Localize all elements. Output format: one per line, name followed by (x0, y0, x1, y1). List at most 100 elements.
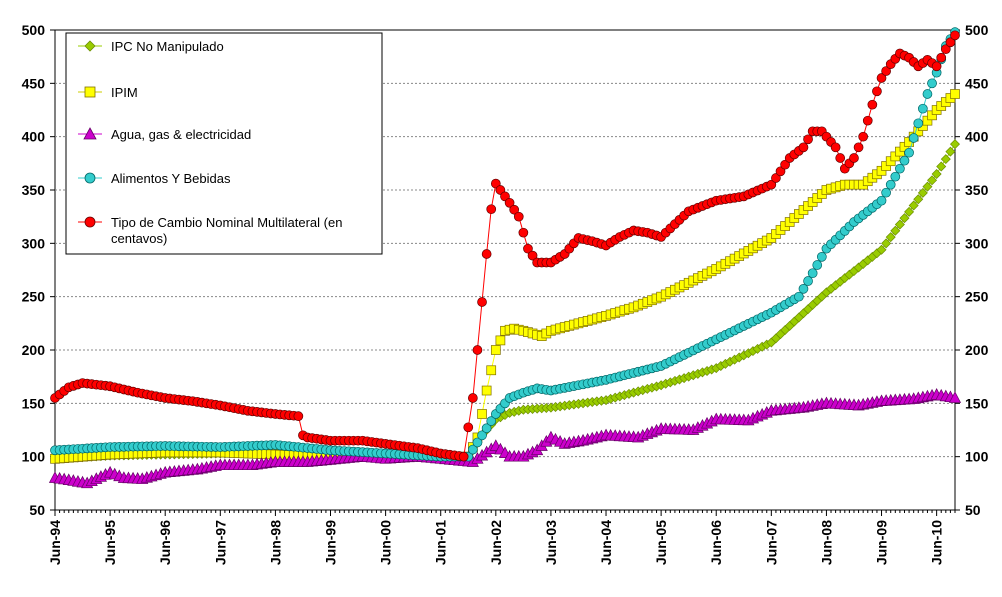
y-tick-label-right: 50 (965, 502, 981, 518)
data-point (950, 30, 960, 41)
y-tick-label: 100 (22, 449, 46, 465)
data-point (945, 146, 956, 157)
data-point (885, 232, 896, 243)
y-tick-label: 500 (22, 22, 46, 38)
data-point (523, 243, 533, 254)
data-point (495, 335, 506, 346)
y-tick-label-right: 200 (965, 342, 989, 358)
data-point (481, 249, 492, 259)
data-point (468, 444, 478, 455)
x-tick-label: Jun-01 (433, 520, 449, 565)
data-point (830, 142, 841, 153)
data-point (927, 78, 937, 89)
data-point (293, 411, 304, 421)
y-tick-label: 250 (22, 289, 46, 305)
y-tick-label: 50 (29, 502, 45, 518)
data-point (509, 204, 520, 215)
data-point (913, 194, 924, 205)
x-tick-label: Jun-08 (818, 520, 834, 565)
data-point (816, 251, 827, 262)
legend-entry-1: IPIM (111, 85, 138, 100)
y-tick-label: 150 (22, 395, 46, 411)
data-point (890, 225, 901, 236)
x-tick-label: Jun-03 (543, 520, 559, 565)
y-tick-label: 300 (22, 235, 46, 251)
legend-entry-2: Agua, gas & electricidad (111, 127, 251, 142)
data-point (472, 345, 483, 355)
data-point (881, 66, 891, 76)
data-point (490, 345, 501, 355)
data-point (858, 131, 869, 142)
data-point (803, 276, 813, 286)
data-point (908, 133, 919, 143)
data-point (917, 187, 928, 198)
data-point (881, 187, 891, 198)
data-point (945, 37, 956, 48)
data-point (885, 179, 896, 190)
x-tick-label: Jun-94 (47, 520, 63, 565)
data-point (904, 147, 914, 158)
y-axis-left: 50 100 150 200 250 300 350 400 450 500 (22, 22, 55, 518)
x-tick-label: Jun-05 (653, 520, 669, 565)
data-point (458, 451, 469, 462)
x-tick-label: Jun-02 (488, 520, 504, 565)
data-point (931, 169, 942, 179)
x-tick-label: Jun-95 (102, 520, 118, 565)
data-point (481, 385, 492, 396)
data-point (922, 89, 933, 99)
series-group (48, 27, 962, 489)
x-tick-label: Jun-97 (212, 520, 228, 565)
x-axis: Jun-94 Jun-95 Jun-96 Jun-97 Jun-98 Jun-99 Jun-… (47, 510, 956, 565)
data-point (913, 118, 924, 129)
data-point (775, 166, 786, 177)
data-point (876, 244, 887, 255)
data-point (936, 52, 947, 63)
data-point (895, 163, 905, 174)
y-tick-label: 450 (22, 75, 46, 91)
legend-marker-triangle (83, 127, 97, 140)
legend-marker-circle-cyan (84, 172, 96, 184)
legend-entry-4: Tipo de Cambio Nominal Multilateral (en … (111, 215, 346, 246)
data-point (867, 99, 878, 110)
data-point (950, 89, 960, 99)
y-tick-label: 400 (22, 129, 46, 145)
y-tick-label-right: 400 (965, 129, 989, 145)
data-point (504, 197, 515, 208)
x-tick-label: Jun-04 (598, 520, 614, 565)
x-tick-label: Jun-00 (378, 520, 394, 565)
y-tick-label: 350 (22, 182, 46, 198)
data-point (477, 297, 487, 307)
data-point (835, 153, 846, 163)
data-point (477, 430, 487, 441)
y-tick-label-right: 500 (965, 22, 989, 38)
x-tick-label: Jun-07 (763, 520, 779, 565)
data-point (881, 238, 892, 249)
data-point (486, 365, 497, 376)
data-point (771, 173, 781, 183)
data-point (950, 139, 960, 150)
legend-marker-diamond (84, 40, 96, 52)
y-tick-label-right: 350 (965, 182, 989, 198)
data-point (481, 423, 492, 434)
x-tick-label: Jun-10 (929, 520, 945, 565)
series-4 (50, 30, 960, 462)
data-point (904, 206, 915, 217)
data-point (527, 250, 538, 261)
data-point (766, 179, 777, 190)
x-tick-label: Jun-96 (157, 520, 173, 565)
data-point (486, 416, 497, 426)
data-point (940, 44, 951, 55)
data-point (849, 153, 859, 163)
data-point (794, 291, 804, 302)
data-point (477, 409, 487, 419)
data-point (468, 393, 478, 403)
legend-entry-0: IPC No Manipulado (111, 39, 224, 54)
data-point (931, 61, 942, 72)
data-point (899, 213, 910, 224)
x-tick-label: Jun-99 (323, 520, 339, 565)
data-point (518, 227, 529, 238)
legend: IPC No Manipulado IPIM Agua, gas & elect… (65, 32, 383, 255)
data-point (876, 195, 887, 206)
x-tick-label: Jun-09 (874, 520, 890, 565)
legend-box (65, 32, 383, 255)
